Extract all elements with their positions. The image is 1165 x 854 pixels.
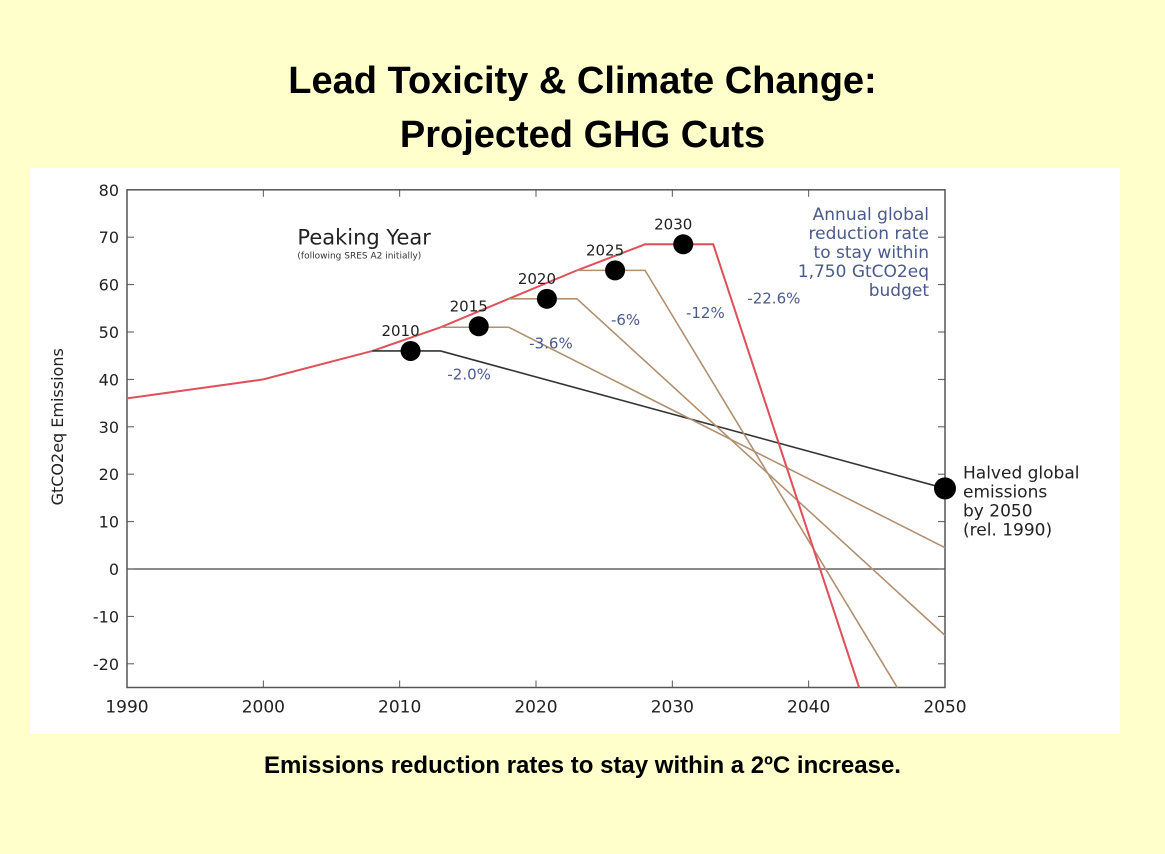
halved-annotation-line: emissions [963,482,1047,502]
y-tick-label: 60 [99,276,119,295]
y-tick-label: -10 [93,607,119,626]
y-tick-label: 30 [99,418,119,437]
peak-year-label: 2020 [518,270,556,288]
chart-title: Peaking Year [297,225,431,249]
slide-title-line2: Projected GHG Cuts [399,114,766,156]
y-tick-label: 70 [99,228,119,247]
chart-subtitle: (following SRES A2 initially) [297,252,421,262]
x-tick-label: 2040 [787,698,830,718]
x-tick-label: 2010 [378,698,421,718]
peak-year-label: 2015 [450,297,488,315]
peak-dot-2015 [468,316,489,337]
x-tick-label: 1990 [105,698,148,718]
rate-label: -22.6% [747,290,800,308]
halved-annotation-line: Halved global [963,463,1080,483]
y-tick-label: 40 [99,370,119,389]
caption: Emissions reduction rates to stay within… [264,752,901,779]
peak-dot-2020 [536,288,557,309]
series-line-2020 [508,298,946,636]
baseline-line [126,243,861,688]
peak-year-label: 2010 [381,322,419,340]
rate-label: -2.0% [447,365,491,383]
end-dot [934,477,956,500]
y-tick-label: 80 [99,181,119,200]
series-line-2010 [372,350,946,490]
x-tick-label: 2000 [242,698,285,718]
peak-year-label: 2025 [586,241,624,259]
x-tick-label: 2030 [651,698,694,718]
budget-annotation-line: to stay within [814,243,929,263]
series-line-2025 [576,269,898,688]
peak-dot-2030 [673,234,694,255]
budget-annotation-line: 1,750 GtCO2eq [798,262,929,282]
x-tick-label: 2020 [514,698,557,718]
y-tick-label: 20 [99,465,119,484]
peak-year-label: 2030 [654,215,692,233]
budget-annotation-line: budget [869,281,930,301]
y-tick-label: 0 [109,560,119,579]
y-tick-label: 50 [99,323,119,342]
y-tick-label: 10 [99,513,119,532]
rate-label: -12% [686,304,725,322]
budget-annotation-line: reduction rate [809,224,930,244]
peak-dot-2025 [605,260,626,281]
chart-panel: 80 70 60 50 40 30 20 10 0 -10 -20 1990 2000 2010 2020 2… [30,168,1120,734]
budget-annotation-line: Annual global [813,205,929,225]
halved-annotation-line: (rel. 1990) [963,520,1052,540]
rate-label: -3.6% [529,335,573,353]
y-tick-label: -20 [93,655,119,674]
halved-annotation-line: by 2050 [963,501,1033,521]
peak-dot-2010 [400,340,421,361]
slide-title-line1: Lead Toxicity & Climate Change: [288,60,877,102]
series-line-2015 [440,326,946,549]
x-tick-label: 2050 [923,698,966,718]
series-line-2030 [645,243,860,688]
rate-label: -6% [611,311,640,329]
y-axis-label: GtCO2eq Emissions [48,348,67,505]
